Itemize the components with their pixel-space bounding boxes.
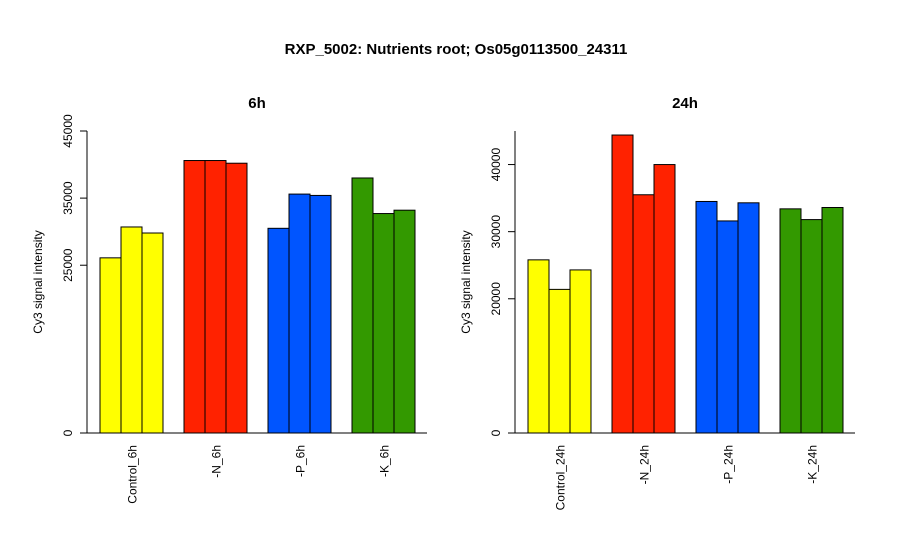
panel-title: 6h <box>248 95 266 112</box>
bar--n-6h-1 <box>183 160 206 434</box>
bar-control-24h-2 <box>548 288 571 434</box>
bar--k-6h-1 <box>351 177 374 434</box>
y-tick-label: 35000 <box>61 181 75 215</box>
y-tick-label: 0 <box>489 429 503 436</box>
panel-title: 24h <box>672 95 698 112</box>
panel-6h: 6h Cy3 signal intensity 0 25000 35000 45000 Co… <box>31 95 427 504</box>
x-tick-label: Control_6h <box>126 445 140 504</box>
y-tick-label: 45000 <box>61 114 75 148</box>
x-tick-label: -K_24h <box>806 445 820 484</box>
y-tick-label: 30000 <box>489 215 503 249</box>
bar--k-24h-2 <box>800 219 823 434</box>
bar-control-24h-1 <box>527 259 550 434</box>
y-tick-label: 20000 <box>489 282 503 316</box>
bar--k-24h-1 <box>779 208 802 434</box>
bar--p-6h-2 <box>288 193 311 434</box>
panel-24h: 24h Cy3 signal intensity 0 20000 30000 40000 C… <box>459 95 855 510</box>
bar--p-24h-2 <box>716 220 739 434</box>
x-tick-label: -P_6h <box>294 445 308 477</box>
x-tick-label: Control_24h <box>554 445 568 510</box>
bar--n-6h-2 <box>204 160 227 434</box>
x-tick-label: -K_6h <box>378 445 392 477</box>
bar--n-24h-2 <box>632 194 655 434</box>
x-tick-label: -N_6h <box>210 445 224 478</box>
bar-control-6h-3 <box>141 232 164 434</box>
bar-control-6h-1 <box>99 257 122 434</box>
bar--n-24h-1 <box>611 134 634 434</box>
y-axis-label: Cy3 signal intensity <box>459 230 473 333</box>
bar-control-6h-2 <box>120 226 143 434</box>
x-tick-label: -N_24h <box>638 445 652 484</box>
bar--k-6h-3 <box>393 209 416 434</box>
bar--p-24h-1 <box>695 200 718 434</box>
y-axis-label: Cy3 signal intensity <box>31 230 45 333</box>
bar--k-6h-2 <box>372 213 395 434</box>
bar-control-24h-3 <box>569 269 592 434</box>
bar--p-24h-3 <box>737 202 760 434</box>
bar--n-24h-3 <box>653 164 676 434</box>
bar--p-6h-1 <box>267 227 290 434</box>
y-tick-label: 40000 <box>489 148 503 182</box>
chart-title: RXP_5002: Nutrients root; Os05g0113500_2… <box>285 41 628 58</box>
bar--p-6h-3 <box>309 194 332 434</box>
bar--k-24h-3 <box>821 207 844 434</box>
y-tick-label: 25000 <box>61 248 75 282</box>
x-tick-label: -P_24h <box>722 445 736 484</box>
y-tick-label: 0 <box>61 429 75 436</box>
bar--n-6h-3 <box>225 162 248 434</box>
